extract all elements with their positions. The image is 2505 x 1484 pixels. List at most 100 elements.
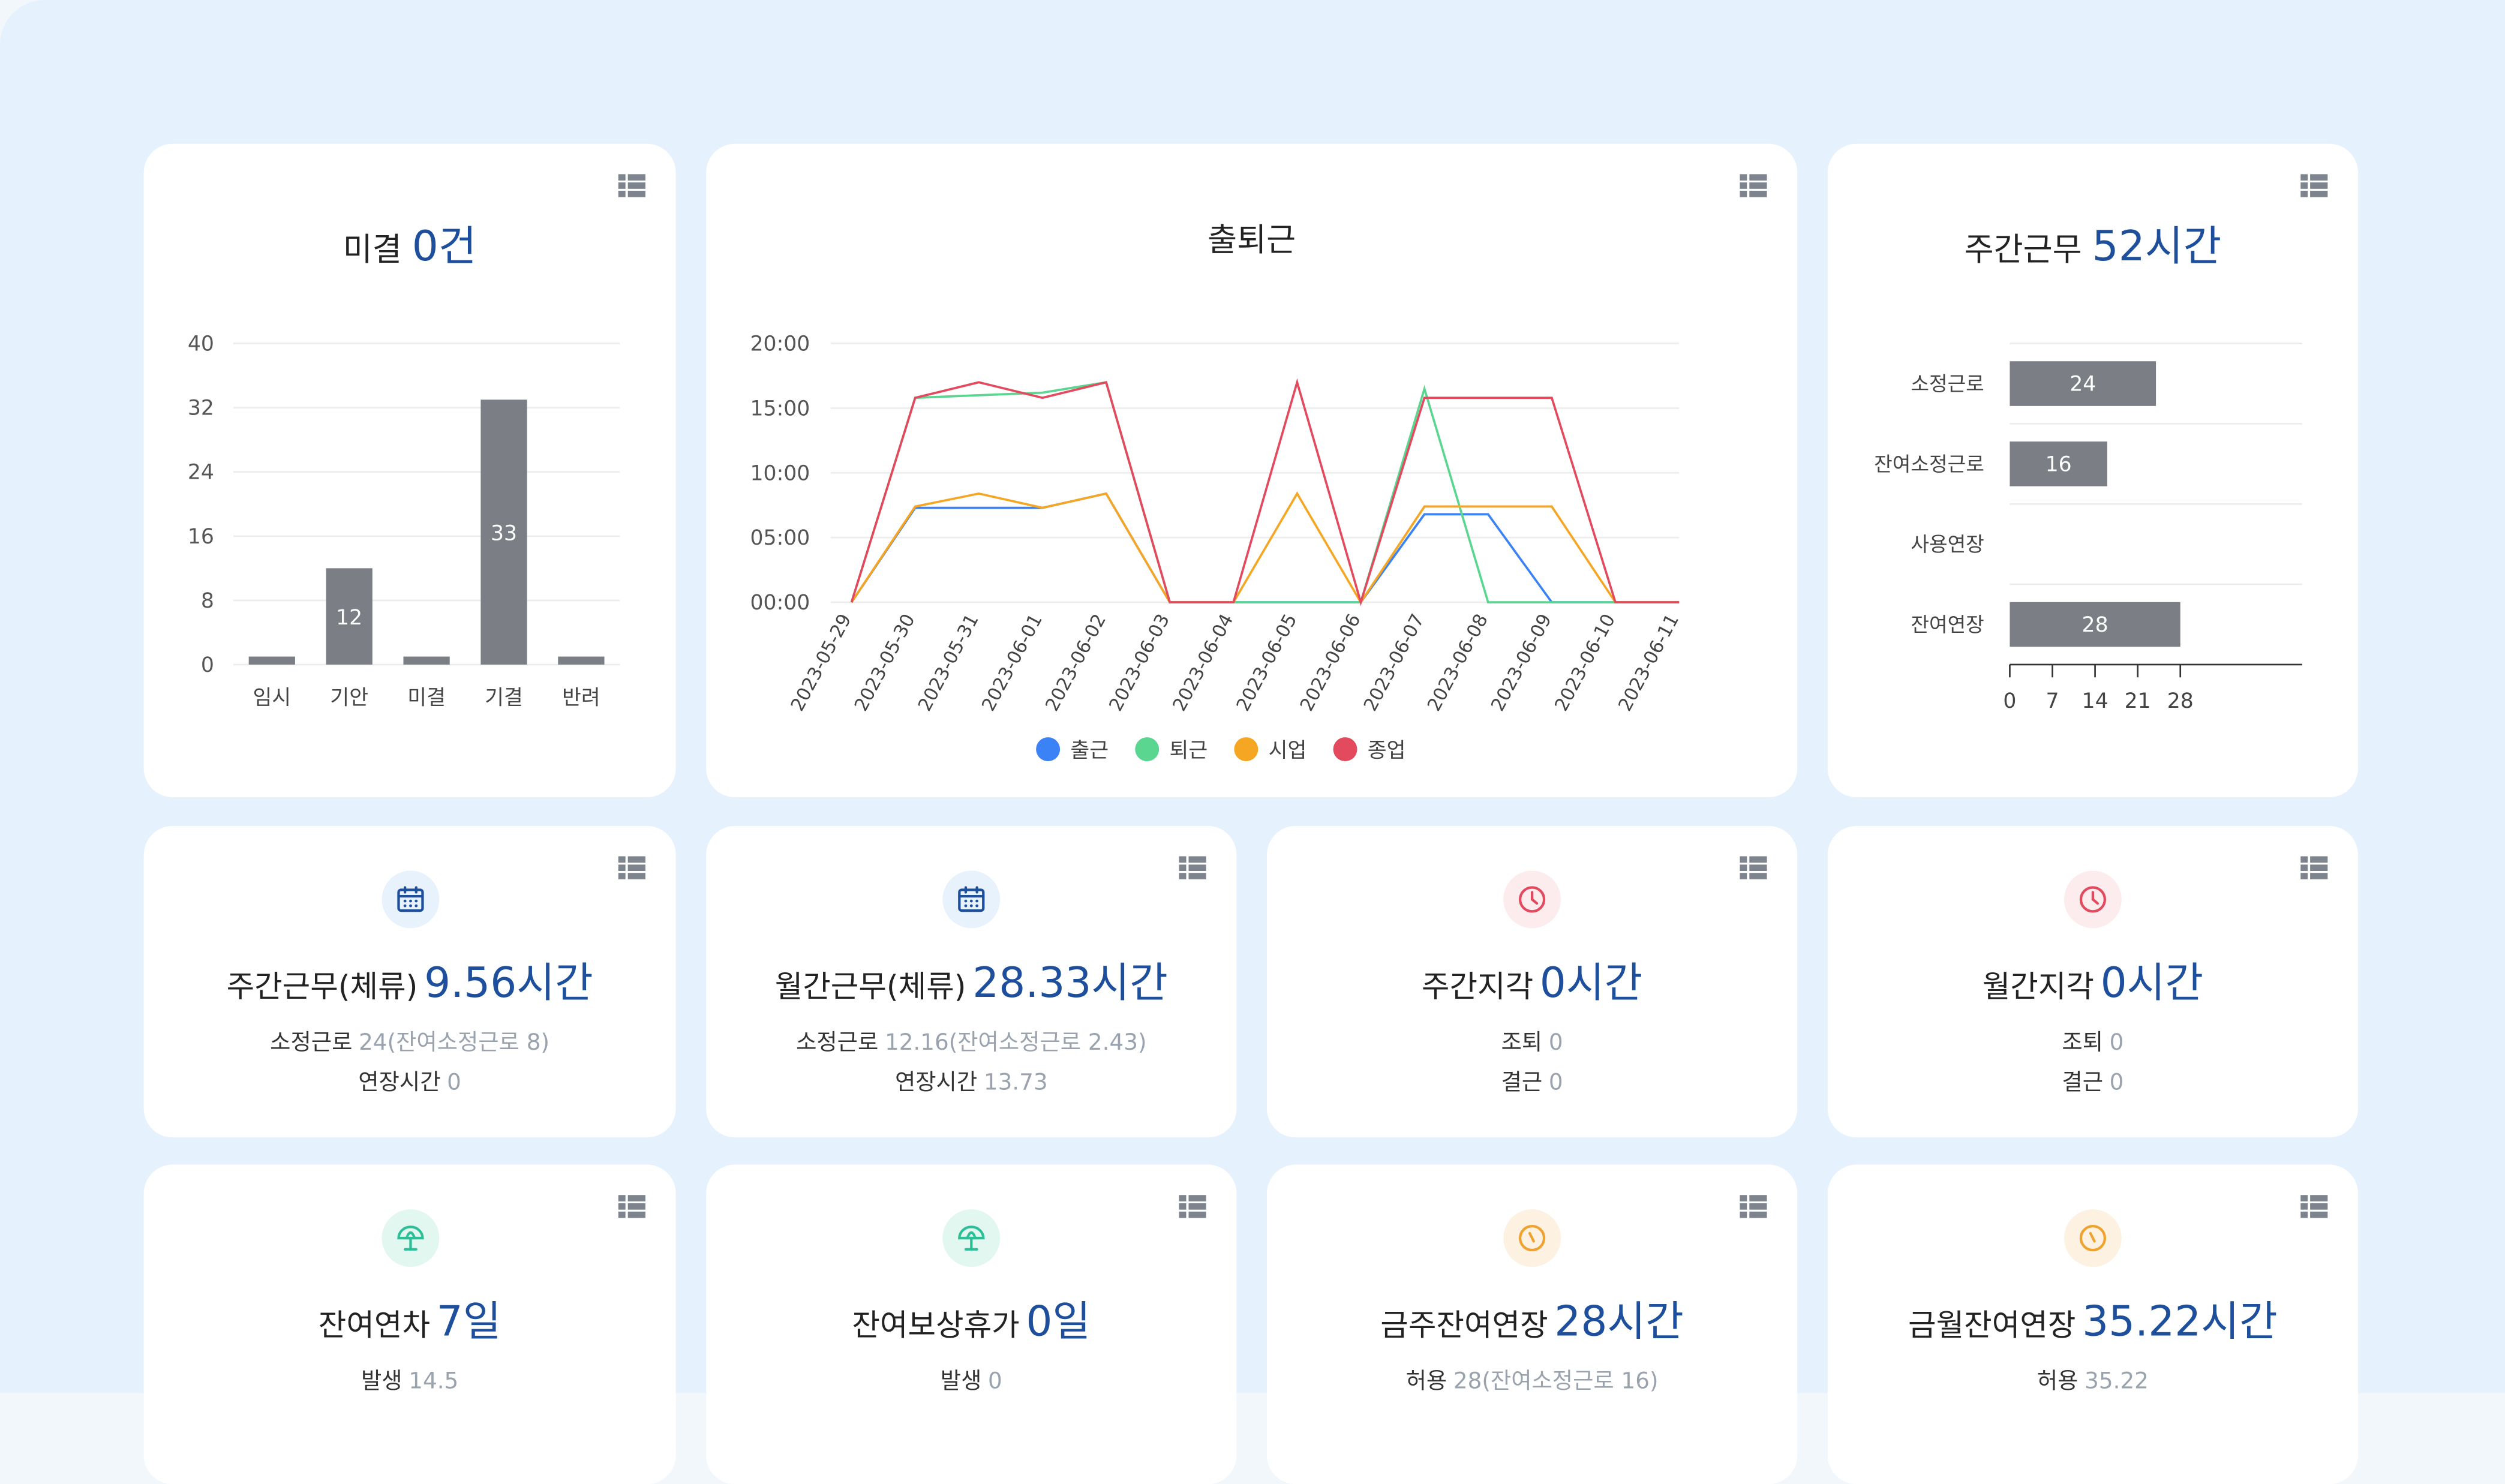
grid-cell xyxy=(1740,864,1747,872)
stat-detail-value: 0 xyxy=(2109,1070,2124,1097)
calendar-dot xyxy=(964,899,968,903)
x-tick-label: 14 xyxy=(2082,689,2108,713)
stat-title: 금주잔여연장 28시간 xyxy=(1267,1289,1797,1348)
umbrella-icon xyxy=(942,1209,1001,1267)
grid-cell xyxy=(618,182,626,189)
stat-card-remaining-comp-leave[interactable]: 잔여보상휴가 0일 발생 0 xyxy=(706,1164,1237,1484)
stat-label: 주간근무(체류) xyxy=(226,969,418,1005)
attendance-chart-title: 출퇴근 xyxy=(706,214,1797,260)
grid-menu-icon[interactable] xyxy=(1740,174,1767,198)
legend-label: 시업 xyxy=(1269,738,1307,762)
grid-cell xyxy=(1179,1211,1187,1218)
stat-card-remaining-annual-leave[interactable]: 잔여연차 7일 발생 14.5 xyxy=(143,1164,676,1484)
stat-value: 9.56시간 xyxy=(424,960,593,1008)
stat-detail-value: 28(잔여소정근로 16) xyxy=(1453,1369,1659,1395)
calendar-icon xyxy=(942,870,1001,929)
stat-detail-key: 결근 xyxy=(1501,1070,1543,1097)
stat-icon-glyph xyxy=(2079,1224,2107,1252)
grid-cell xyxy=(1179,864,1187,872)
calendar-body xyxy=(397,888,423,912)
grid-menu-icon[interactable] xyxy=(1740,856,1767,881)
grid-cell xyxy=(2300,174,2308,181)
stat-label: 금월잔여연장 xyxy=(1908,1308,2076,1344)
stat-detail-key: 소정근로 xyxy=(270,1030,353,1056)
grid-cell xyxy=(618,1195,626,1201)
stat-icon-glyph xyxy=(1518,886,1546,913)
grid-cell xyxy=(1749,174,1767,181)
calendar-dot xyxy=(969,899,973,903)
stat-detail-value: 35.22 xyxy=(2085,1369,2149,1395)
stat-card-weekly-stay[interactable]: 주간근무(체류) 9.56시간 소정근로 24(잔여소정근로 8) 연장시간 0 xyxy=(143,825,676,1138)
grid-cell xyxy=(627,864,645,872)
grid-menu-icon[interactable] xyxy=(1179,856,1206,881)
stat-label: 월간근무(체류) xyxy=(774,969,966,1005)
umbrella-canopy xyxy=(958,1225,985,1240)
stat-detail-value: 0 xyxy=(447,1070,461,1097)
x-tick-label: 2023-05-29 xyxy=(787,611,855,714)
legend-marker xyxy=(1036,737,1061,762)
grid-cell xyxy=(1179,856,1187,863)
attendance-chart-card: 출퇴근 00:00 05:00 10:00 15:00 20:00 2023-05-29 2… xyxy=(706,143,1798,797)
calendar-dot xyxy=(414,899,417,903)
legend-label: 출근 xyxy=(1070,738,1109,762)
stat-icon-glyph xyxy=(2079,886,2107,913)
stat-detail-key: 결근 xyxy=(2062,1070,2104,1097)
stat-detail-line: 발생 14.5 xyxy=(144,1364,676,1396)
x-tick-label: 21 xyxy=(2125,689,2151,713)
grid-cell xyxy=(2300,873,2308,879)
grid-menu-icon[interactable] xyxy=(2300,1195,2328,1219)
stat-card-weekly-late[interactable]: 주간지각 0시간 조퇴 0 결근 0 xyxy=(1266,825,1798,1138)
grid-menu-icon[interactable] xyxy=(1740,1195,1767,1219)
grid-menu-icon[interactable] xyxy=(618,1195,645,1219)
grid-cell xyxy=(2310,182,2328,189)
umbrella-icon xyxy=(381,1209,439,1267)
grid-menu-icon[interactable] xyxy=(2300,856,2328,881)
stat-card-monthly-stay[interactable]: 월간근무(체류) 28.33시간 소정근로 12.16(잔여소정근로 2.43) 연… xyxy=(706,825,1237,1138)
x-tick-label: 7 xyxy=(2046,689,2059,713)
stat-card-this-month-remaining-overtime[interactable]: 금월잔여연장 35.22시간 허용 35.22 xyxy=(1827,1164,2359,1484)
x-tick-label: 2023-06-03 xyxy=(1106,611,1174,714)
grid-cell xyxy=(618,174,626,181)
grid-cell xyxy=(627,182,645,189)
grid-cell xyxy=(1740,1211,1747,1218)
grid-cell xyxy=(1740,856,1747,863)
grid-cell xyxy=(1179,1195,1187,1201)
grid-cell xyxy=(1179,873,1187,879)
grid-cell xyxy=(1740,1203,1747,1210)
y-tick-label: 8 xyxy=(201,589,214,613)
grid-menu-icon[interactable] xyxy=(2300,174,2328,198)
x-tick-label: 2023-06-01 xyxy=(978,611,1047,714)
stat-card-monthly-late[interactable]: 월간지각 0시간 조퇴 0 결근 0 xyxy=(1827,825,2359,1138)
stat-detail-line: 연장시간 13.73 xyxy=(706,1065,1236,1097)
stat-label: 금주잔여연장 xyxy=(1380,1308,1548,1344)
pending-chart-title-label: 미결 xyxy=(343,230,402,269)
grid-cell xyxy=(627,174,645,181)
grid-menu-icon[interactable] xyxy=(1179,1195,1206,1219)
attendance-line-chart: 00:0005:0010:0015:0020:002023-05-292023-… xyxy=(750,332,1684,763)
grid-cell xyxy=(618,856,626,863)
clock-face xyxy=(1518,886,1546,913)
stat-card-this-week-remaining-overtime[interactable]: 금주잔여연장 28시간 허용 28(잔여소정근로 16) xyxy=(1266,1164,1798,1484)
grid-cell xyxy=(618,1203,626,1210)
weekly-work-chart-title-label: 주간근무 xyxy=(1964,230,2082,269)
clock-icon xyxy=(1503,870,1561,929)
gauge-needle xyxy=(2089,1231,2096,1243)
stat-title: 월간지각 0시간 xyxy=(1828,951,2358,1010)
legend-label: 퇴근 xyxy=(1170,738,1208,762)
grid-menu-icon[interactable] xyxy=(618,174,645,198)
grid-cell xyxy=(2310,1211,2328,1218)
grid-cell xyxy=(1749,182,1767,189)
grid-cell xyxy=(2310,1195,2328,1201)
grid-cell xyxy=(1749,1203,1767,1210)
stat-icon-glyph xyxy=(1518,1224,1546,1252)
series-line xyxy=(850,378,1680,606)
grid-cell xyxy=(1749,856,1767,863)
grid-cell xyxy=(1188,1203,1206,1210)
grid-cell xyxy=(618,864,626,872)
x-tick-label: 2023-06-06 xyxy=(1296,611,1365,714)
grid-menu-icon[interactable] xyxy=(618,856,645,881)
weekly-work-chart-title-value: 52시간 xyxy=(2092,223,2222,272)
y-tick-label: 0 xyxy=(201,653,214,677)
calendar-dot xyxy=(408,904,412,908)
grid-cell xyxy=(618,190,626,197)
